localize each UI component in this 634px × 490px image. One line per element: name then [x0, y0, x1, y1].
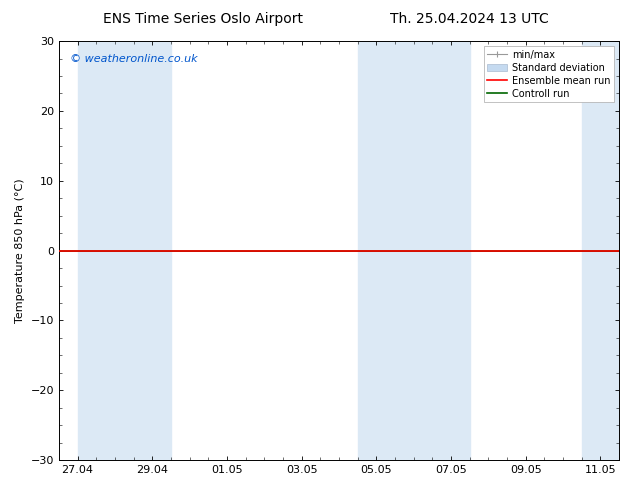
Bar	[358, 41, 470, 460]
Text: Th. 25.04.2024 13 UTC: Th. 25.04.2024 13 UTC	[390, 12, 548, 26]
Y-axis label: Temperature 850 hPa (°C): Temperature 850 hPa (°C)	[15, 178, 25, 323]
Legend: min/max, Standard deviation, Ensemble mean run, Controll run: min/max, Standard deviation, Ensemble me…	[484, 46, 614, 102]
Bar	[77, 41, 171, 460]
Text: ENS Time Series Oslo Airport: ENS Time Series Oslo Airport	[103, 12, 303, 26]
Bar	[581, 41, 619, 460]
Text: © weatheronline.co.uk: © weatheronline.co.uk	[70, 53, 198, 64]
